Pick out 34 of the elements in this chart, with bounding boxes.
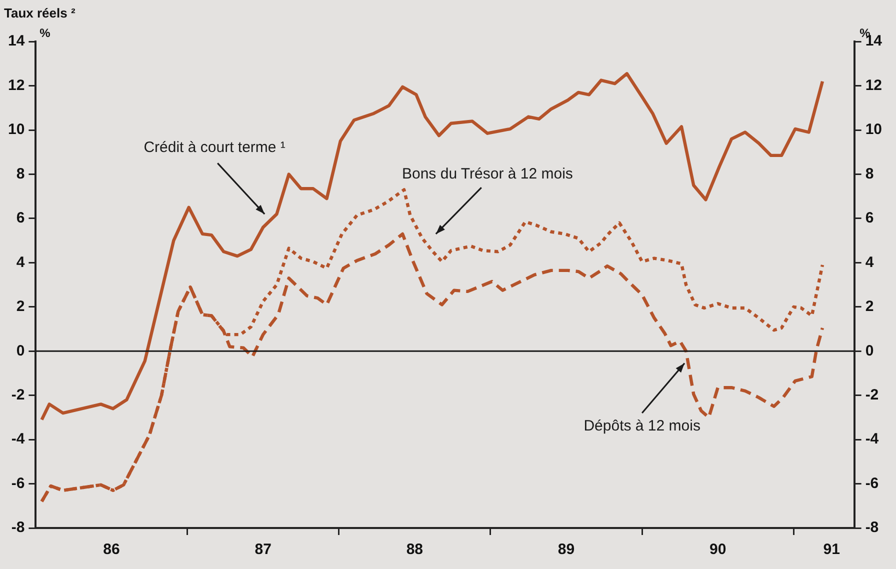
y2-tick-label: -6: [865, 474, 879, 492]
y-tick-label: 6: [16, 210, 25, 227]
y2-tick-label: -8: [865, 519, 879, 536]
x-tick-label: 89: [558, 541, 575, 558]
y2-tick-label: -4: [865, 430, 880, 448]
y2-tick-label: 2: [865, 298, 874, 316]
y-tick-label: -4: [11, 430, 26, 448]
y-tick-label: 8: [16, 165, 25, 182]
x-tick-label: 87: [254, 541, 272, 558]
y2-tick-label: 4: [865, 254, 874, 271]
x-tick-label: 90: [710, 541, 726, 558]
y-tick-label: 12: [8, 76, 25, 94]
y-tick-label: 14: [8, 32, 26, 50]
y-tick-label: 10: [8, 121, 25, 138]
x-tick-label: 88: [406, 541, 424, 558]
y-tick-label: 4: [16, 254, 26, 271]
y-tick-label: -6: [11, 474, 25, 492]
series-label: Bons du Trésor à 12 mois: [402, 165, 573, 182]
y-axis-title: %: [40, 26, 51, 40]
series-label: Crédit à court terme ¹: [144, 138, 286, 156]
y2-tick-label: 6: [865, 210, 874, 227]
x-tick-label: 91: [823, 541, 840, 558]
y-tick-label: -8: [11, 519, 25, 536]
y2-tick-label: -2: [865, 386, 879, 404]
y2-tick-label: 0: [865, 342, 874, 360]
y2-tick-label: 12: [865, 76, 882, 94]
chart-title: Taux réels ²: [4, 5, 76, 20]
y2-tick-label: 8: [865, 165, 874, 182]
x-tick-label: 86: [103, 541, 120, 558]
y-tick-label: -2: [11, 386, 25, 404]
series-label: Dépôts à 12 mois: [584, 417, 700, 434]
y-tick-label: 2: [16, 298, 25, 316]
y2-tick-label: 10: [865, 121, 882, 138]
y-tick-label: 0: [16, 342, 25, 360]
